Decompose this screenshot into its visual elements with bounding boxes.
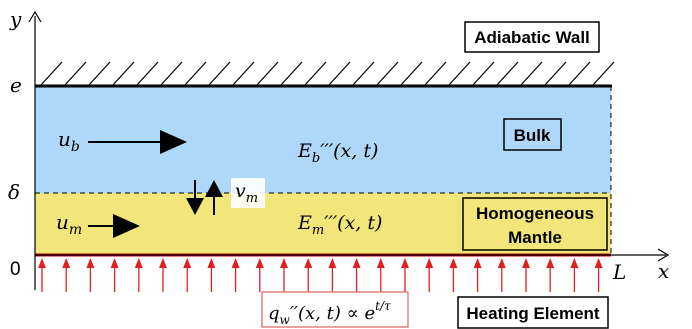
v-m-label-bg — [231, 178, 265, 208]
wall-hatch-line — [135, 61, 159, 87]
wall-hatch-line — [207, 61, 231, 87]
v-m-label: vm — [235, 180, 258, 206]
wall-hatch-line — [423, 61, 447, 87]
heating-element-label: Heating Element — [466, 304, 600, 323]
wall-hatch-line — [279, 61, 303, 87]
length-label: L — [612, 260, 626, 284]
heating-arrowhead — [449, 258, 458, 268]
homogeneous-label-line1: Homogeneous — [476, 204, 594, 223]
heating-arrowhead — [594, 258, 603, 268]
heating-arrowhead — [183, 258, 192, 268]
wall-hatch-line — [519, 61, 543, 87]
u-b-label: ub — [58, 127, 80, 155]
heating-arrowhead — [425, 258, 434, 268]
heating-arrowhead — [38, 258, 46, 268]
origin-label: 0 — [10, 259, 21, 280]
heating-arrowhead — [401, 258, 409, 268]
y-axis-arrowhead — [28, 10, 42, 23]
wall-hatch-line — [447, 61, 471, 87]
heating-arrowhead — [328, 258, 337, 268]
wall-hatch-line — [111, 61, 135, 87]
y-axis-label: y — [9, 7, 22, 31]
wall-hatch-line — [303, 61, 327, 87]
bulk-box — [503, 118, 562, 151]
homogeneous-label-line2: Mantle — [508, 228, 562, 247]
wall-hatch-line — [63, 61, 87, 87]
heating-arrowhead — [473, 258, 482, 268]
x-axis-arrowhead — [657, 248, 670, 262]
wall-hatch-line — [183, 61, 207, 87]
wall-hatch-line — [255, 61, 279, 87]
heating-arrowhead — [304, 258, 313, 268]
heating-arrowhead — [522, 258, 530, 268]
heating-arrowhead — [280, 258, 288, 268]
wall-hatch-line — [159, 61, 183, 87]
heating-arrowhead — [62, 258, 71, 268]
v-m-down-arrowhead — [186, 198, 204, 215]
e-m-expression: Em′′′(x, t) — [297, 212, 382, 238]
heating-arrowhead — [231, 258, 240, 268]
heating-arrowhead — [546, 258, 555, 268]
wall-hatch-line — [567, 61, 591, 87]
wall-hatch-line — [591, 61, 615, 87]
homogeneous-mantle-box — [462, 197, 608, 251]
wall-hatch-line — [327, 61, 351, 87]
wall-hatch-line — [39, 61, 63, 87]
heating-arrowhead — [497, 258, 506, 268]
heating-arrowhead — [207, 258, 216, 268]
heating-arrowhead — [110, 258, 119, 268]
heating-arrowhead — [134, 258, 143, 268]
bulk-label: Bulk — [514, 126, 551, 145]
wall-hatch-line — [399, 61, 423, 87]
wall-hatch-line — [351, 61, 375, 87]
delta-label: δ — [8, 180, 20, 204]
heating-arrowhead — [86, 258, 95, 268]
wall-hatch-line — [375, 61, 399, 87]
u-m-arrowhead — [113, 214, 140, 238]
v-m-up-arrowhead — [205, 180, 223, 197]
adiabatic-wall-label: Adiabatic Wall — [474, 28, 590, 47]
wall-hatch-line — [543, 61, 567, 87]
wall-hatch-line — [87, 61, 111, 87]
e-b-expression: Eb′′′(x, t) — [297, 140, 378, 166]
u-m-label: um — [56, 210, 82, 238]
wall-hatch-line — [495, 61, 519, 87]
heating-arrowhead — [255, 258, 264, 268]
wall-hatching — [39, 61, 615, 87]
wall-hatch-line — [231, 61, 255, 87]
x-axis-label: x — [658, 259, 669, 283]
adiabatic-wall-box — [464, 21, 600, 53]
e-label: e — [10, 73, 22, 97]
heating-arrowhead — [159, 258, 167, 268]
heating-arrows — [38, 258, 603, 292]
u-b-arrowhead — [160, 130, 187, 154]
heating-element-box — [457, 296, 609, 329]
wall-hatch-line — [471, 61, 495, 87]
heat-flux-box — [261, 291, 409, 328]
heating-arrowhead — [570, 258, 579, 268]
heat-flux-expression: qw′′(x, t) ∝ et/τ — [268, 299, 391, 327]
heating-arrowhead — [376, 258, 385, 268]
heating-arrowhead — [352, 258, 361, 268]
